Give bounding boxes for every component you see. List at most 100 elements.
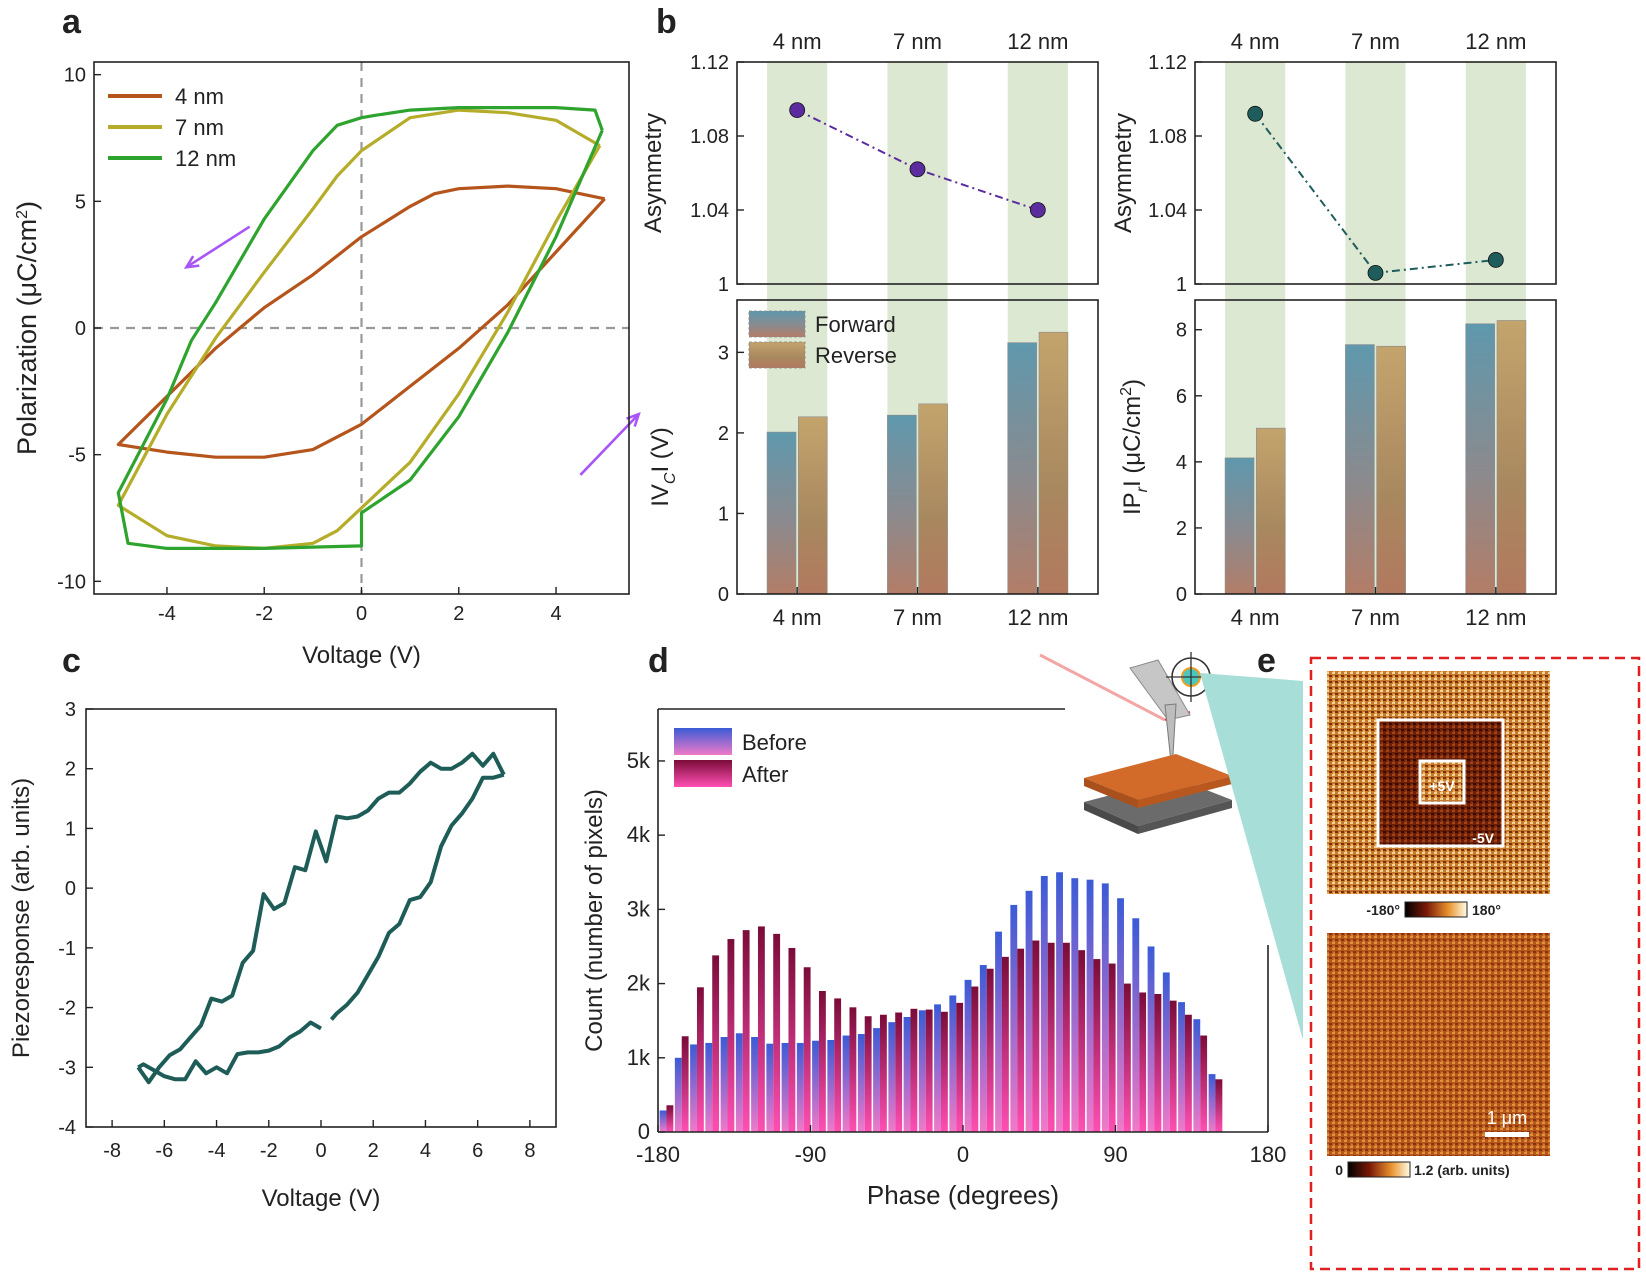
- bar-reverse: [1376, 345, 1406, 595]
- asymmetry-plot-frame: [736, 61, 1099, 285]
- bar-before: [796, 1042, 804, 1132]
- bar-after: [742, 930, 750, 1132]
- y-tick-label: 5: [75, 191, 86, 213]
- bar-reverse: [1496, 320, 1527, 595]
- y-tick-label: -2: [58, 998, 76, 1020]
- ferroelectric-side-right: [1138, 776, 1232, 808]
- bar-forward: [766, 431, 797, 595]
- panel-label-c: c: [62, 642, 81, 680]
- y-tick-label: 3: [718, 342, 729, 364]
- y-tick-label: 0: [638, 1119, 650, 1144]
- sweep-direction-arrow-line: [185, 225, 251, 269]
- bar-after: [712, 955, 720, 1132]
- hysteresis-loop-12nm: [116, 105, 604, 551]
- asymmetry-point: [909, 161, 926, 178]
- bar-before: [1025, 890, 1033, 1132]
- x-tick-label: 0: [957, 1142, 969, 1167]
- bar-after: [666, 1105, 674, 1132]
- bar-before: [1071, 878, 1079, 1132]
- panel-d-x-axis-label: Phase (degrees): [867, 1180, 1059, 1210]
- bar-after: [1032, 940, 1040, 1132]
- legend-label: 12 nm: [175, 146, 236, 171]
- x-tick-label: 90: [1103, 1142, 1127, 1167]
- bar-before: [979, 965, 987, 1132]
- bar-before: [705, 1042, 713, 1132]
- field-of-view-wedge: [1200, 673, 1303, 1040]
- bar-before: [1162, 972, 1170, 1132]
- bar-before: [1040, 875, 1048, 1132]
- y-tick-label: 4k: [627, 822, 651, 847]
- legend-swatch-forward: [748, 310, 806, 338]
- y-tick-label: 1.12: [1148, 52, 1187, 74]
- bar-before: [1101, 883, 1109, 1132]
- bar-after: [773, 933, 781, 1132]
- legend-label: 4 nm: [175, 84, 224, 109]
- y-tick-label: 0: [75, 318, 86, 340]
- category-label-bottom: 4 nm: [1231, 605, 1280, 630]
- panel-a-hysteresis-chart: -4 -2 0 2 4 -10 -5 0 5 10 4 nm 7 nm 12 nm Voltage (…: [12, 61, 641, 669]
- category-label-bottom: 7 nm: [893, 605, 942, 630]
- category-label-top: 4 nm: [1231, 29, 1280, 54]
- panel-d-phase-histogram: -180 -90 0 90 180 0 1k 2k 3k 4k 5k Before After Pha…: [581, 652, 1286, 1210]
- bar-before: [1208, 1074, 1216, 1132]
- category-label-top: 12 nm: [1465, 29, 1526, 54]
- y-tick-label: 3: [65, 699, 76, 721]
- category-label-top: 4 nm: [773, 29, 822, 54]
- panel-c-x-axis-label: Voltage (V): [262, 1185, 381, 1212]
- y-tick-label: 1.04: [690, 200, 729, 222]
- bar-before: [918, 1010, 926, 1132]
- legend-swatch-reverse: [748, 341, 806, 369]
- bar-before: [690, 1044, 697, 1132]
- x-tick-label: -4: [158, 603, 176, 625]
- piezoresponse-loop-branch-3: [137, 1020, 322, 1082]
- bar-before: [964, 979, 972, 1132]
- panel-a-legend: 4 nm 7 nm 12 nm: [108, 84, 236, 171]
- y-tick-label: 1.04: [1148, 200, 1187, 222]
- bar-before: [1193, 1019, 1201, 1132]
- category-label-bottom: 7 nm: [1351, 605, 1400, 630]
- y-tick-label: 1k: [627, 1045, 651, 1070]
- y-tick-label: 2: [65, 759, 76, 781]
- cantilever-shape: [1129, 659, 1191, 721]
- asymmetry-point: [789, 102, 806, 118]
- afm-tip-illustration: [1039, 652, 1232, 834]
- panel-c-piezoresponse-chart: -8 -6 -4 -2 0 2 4 6 8 -4 -3 -2 -1 0 1 2 3 Voltage (V) Pi…: [8, 699, 557, 1212]
- bar-reverse: [798, 416, 828, 595]
- y-tick-label: 2k: [627, 971, 651, 996]
- inner-write-box: [1418, 759, 1466, 805]
- y-tick-label: 1: [65, 818, 76, 840]
- bar-reverse: [918, 403, 948, 595]
- y-tick-label: 3k: [627, 896, 651, 921]
- bar-before: [659, 1110, 667, 1132]
- piezoresponse-loop-branch-2: [329, 772, 505, 1021]
- panel-c-y-axis-label: Piezoresponse (arb. units): [8, 778, 35, 1058]
- bar-after: [956, 1002, 964, 1132]
- x-tick-label: -2: [260, 1140, 278, 1162]
- amplitude-image: [1327, 933, 1550, 1156]
- piezoresponse-loop-branch-1: [136, 751, 506, 1085]
- panel-d-legend: Before After: [674, 728, 807, 787]
- bar-before: [766, 1043, 774, 1132]
- x-tick-label: -8: [103, 1140, 121, 1162]
- sweep-direction-arrow-head: [626, 411, 641, 427]
- amplitude-colorbar: [1347, 1161, 1411, 1178]
- bar-before: [735, 1033, 743, 1132]
- x-tick-label: 0: [315, 1140, 326, 1162]
- x-tick-label: -90: [795, 1142, 827, 1167]
- y-tick-label: 1: [718, 274, 729, 296]
- legend-label: 7 nm: [175, 115, 224, 140]
- bar-after: [940, 1011, 948, 1132]
- scale-bar: [1485, 1132, 1529, 1137]
- bar-after: [1047, 942, 1055, 1132]
- bar-forward: [1345, 344, 1375, 595]
- bar-after: [1200, 1035, 1208, 1132]
- bar-after: [727, 939, 735, 1132]
- bar-before: [812, 1040, 819, 1132]
- panel-label-a: a: [62, 3, 82, 41]
- y-tick-label: -1: [58, 938, 76, 960]
- bar-after: [849, 1007, 857, 1132]
- inner-write-voltage-label: +5V: [1429, 778, 1455, 794]
- bar-after: [1001, 956, 1009, 1132]
- bar-after: [1017, 948, 1025, 1132]
